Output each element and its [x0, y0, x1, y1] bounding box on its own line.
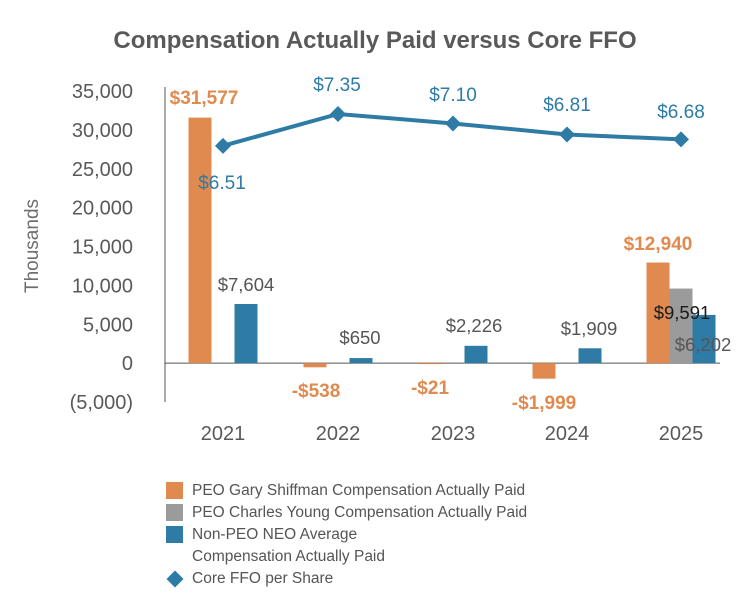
- legend-label-non-peo-neo: Non-PEO NEO Average Compensation Actuall…: [192, 526, 386, 565]
- x-tick-label: 2022: [316, 423, 361, 445]
- x-tick-label: 2023: [431, 423, 476, 445]
- y-tick-label: 30,000: [72, 120, 133, 142]
- ffo-point: [673, 131, 689, 148]
- ffo-data-label: $6.81: [543, 95, 591, 116]
- y-tick-labels: 35,000 30,000 25,000 20,000 15,000 10,000 5,00…: [70, 81, 133, 414]
- legend-diamond-icon: [166, 570, 184, 588]
- x-tick-labels: 2021 2022 2023 2024 2025: [201, 423, 704, 445]
- bar-data-label: $31,577: [170, 88, 239, 109]
- legend-swatch-gray: [166, 504, 183, 521]
- y-axis-title: Thousands: [22, 199, 43, 293]
- bar-2021-series-2: [234, 304, 258, 364]
- bar-data-label: $9,591: [654, 302, 711, 323]
- bar-data-label: -$538: [292, 381, 341, 402]
- y-tick-label: 5,000: [83, 314, 133, 336]
- bar-data-labels: $31,577 -$538 -$21 -$1,999 $12,940 $9,591 $7,6…: [170, 88, 732, 414]
- ffo-point: [215, 137, 231, 154]
- ffo-data-label: $7.35: [313, 75, 361, 96]
- legend-label-gary-shiffman: PEO Gary Shiffman Compensation Actually …: [192, 482, 526, 499]
- y-tick-label: 15,000: [72, 237, 133, 259]
- legend-label-core-ffo: Core FFO per Share: [192, 570, 334, 587]
- bar-data-label: $650: [339, 327, 380, 348]
- bar-data-label: $7,604: [218, 274, 275, 295]
- legend-item-core-ffo: Core FFO per Share: [166, 568, 726, 590]
- y-tick-label: 10,000: [72, 275, 133, 297]
- ffo-data-label: $7.10: [429, 85, 477, 106]
- y-tick-label: (5,000): [70, 392, 133, 414]
- bars: [188, 117, 716, 379]
- bar-2022-series-0: [303, 363, 327, 368]
- legend-item-non-peo-neo: Non-PEO NEO Average Compensation Actuall…: [166, 524, 726, 568]
- bar-data-label: $1,909: [561, 318, 618, 339]
- x-tick-label: 2024: [545, 423, 590, 445]
- legend-item-gary-shiffman: PEO Gary Shiffman Compensation Actually …: [166, 480, 726, 502]
- bar-2022-series-2: [349, 358, 373, 364]
- bar-2025-series-0: [646, 262, 670, 364]
- legend-label-charles-young: PEO Charles Young Compensation Actually …: [192, 504, 528, 521]
- y-tick-label: 35,000: [72, 81, 133, 103]
- ffo-data-label: $6.51: [198, 173, 246, 194]
- x-tick-label: 2021: [201, 423, 246, 445]
- bar-data-label: -$21: [411, 378, 449, 399]
- ffo-point: [445, 115, 461, 132]
- bar-2021-series-0: [188, 117, 212, 364]
- bar-2023-series-0: [418, 363, 442, 365]
- bar-2025-series-2: [692, 314, 716, 364]
- ffo-line-layer: $6.51 $7.35 $7.10 $6.81 $6.68: [198, 75, 705, 194]
- x-tick-label: 2025: [659, 423, 704, 445]
- bar-2024-series-2: [578, 348, 602, 364]
- bar-2024-series-0: [532, 363, 556, 379]
- y-tick-label: 20,000: [72, 198, 133, 220]
- bar-data-label: $6,202: [675, 334, 732, 355]
- y-tick-label: 25,000: [72, 159, 133, 181]
- legend-item-charles-young: PEO Charles Young Compensation Actually …: [166, 502, 726, 524]
- bar-2025-series-1: [669, 288, 693, 364]
- ffo-data-label: $6.68: [657, 102, 705, 123]
- ffo-point: [559, 126, 575, 143]
- bar-data-label: -$1,999: [512, 393, 576, 414]
- chart-title: Compensation Actually Paid versus Core F…: [113, 27, 636, 54]
- legend-swatch-orange: [166, 482, 183, 499]
- bar-2023-series-2: [464, 345, 488, 364]
- bar-data-label: $2,226: [446, 315, 503, 336]
- ffo-point: [330, 106, 346, 122]
- legend: PEO Gary Shiffman Compensation Actually …: [166, 480, 726, 590]
- y-tick-label: 0: [122, 353, 133, 375]
- legend-swatch-blue: [166, 526, 183, 543]
- bar-data-label: $12,940: [624, 234, 693, 255]
